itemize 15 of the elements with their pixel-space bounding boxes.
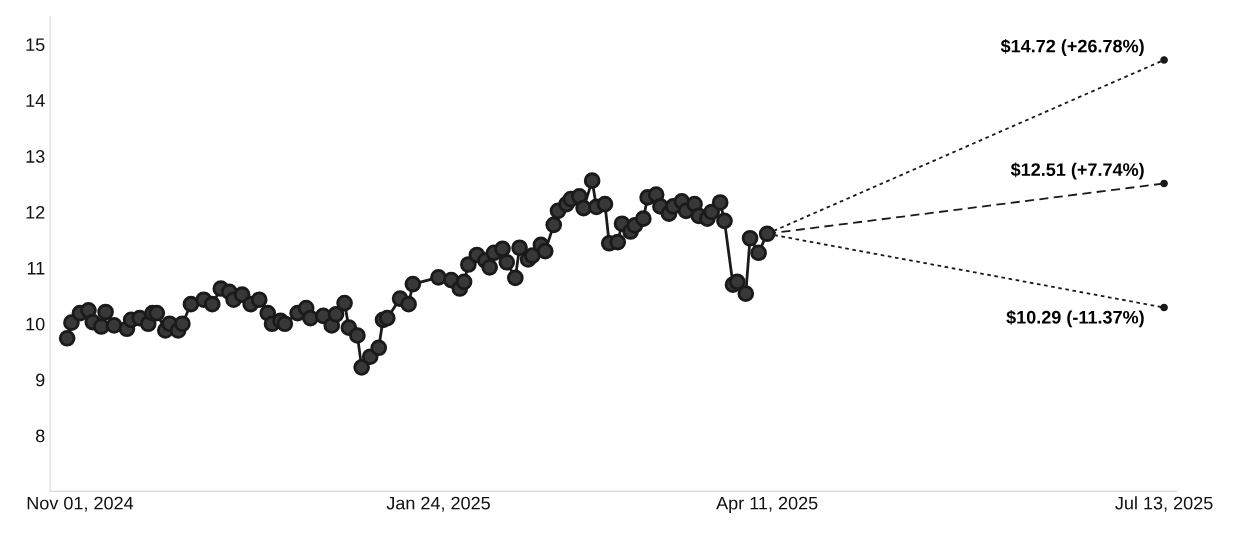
x-tick-label: Jul 13, 2025 — [1115, 496, 1213, 512]
y-tick-label: 12 — [26, 205, 45, 219]
x-tick-label: Apr 11, 2025 — [716, 496, 818, 514]
y-tick-label: 15 — [26, 38, 45, 52]
annotation: $12.51 (+7.74%) — [1010, 162, 1144, 180]
x-tick-label: Jan 24, 2025 — [386, 496, 490, 512]
y-tick-label: 10 — [26, 317, 45, 331]
y-tick-label: 14 — [26, 94, 45, 107]
x-tick-label: Nov 01, 2024 — [27, 496, 134, 512]
y-tick-label: 8 — [35, 429, 45, 443]
y-tick-label: 13 — [26, 150, 45, 163]
y-tick-label: 9 — [36, 373, 45, 387]
annotation: $10.29 (-11.37%) — [1006, 310, 1144, 328]
annotation: $14.72 (+26.78%) — [1000, 38, 1144, 57]
y-tick-label: 11 — [27, 261, 45, 275]
